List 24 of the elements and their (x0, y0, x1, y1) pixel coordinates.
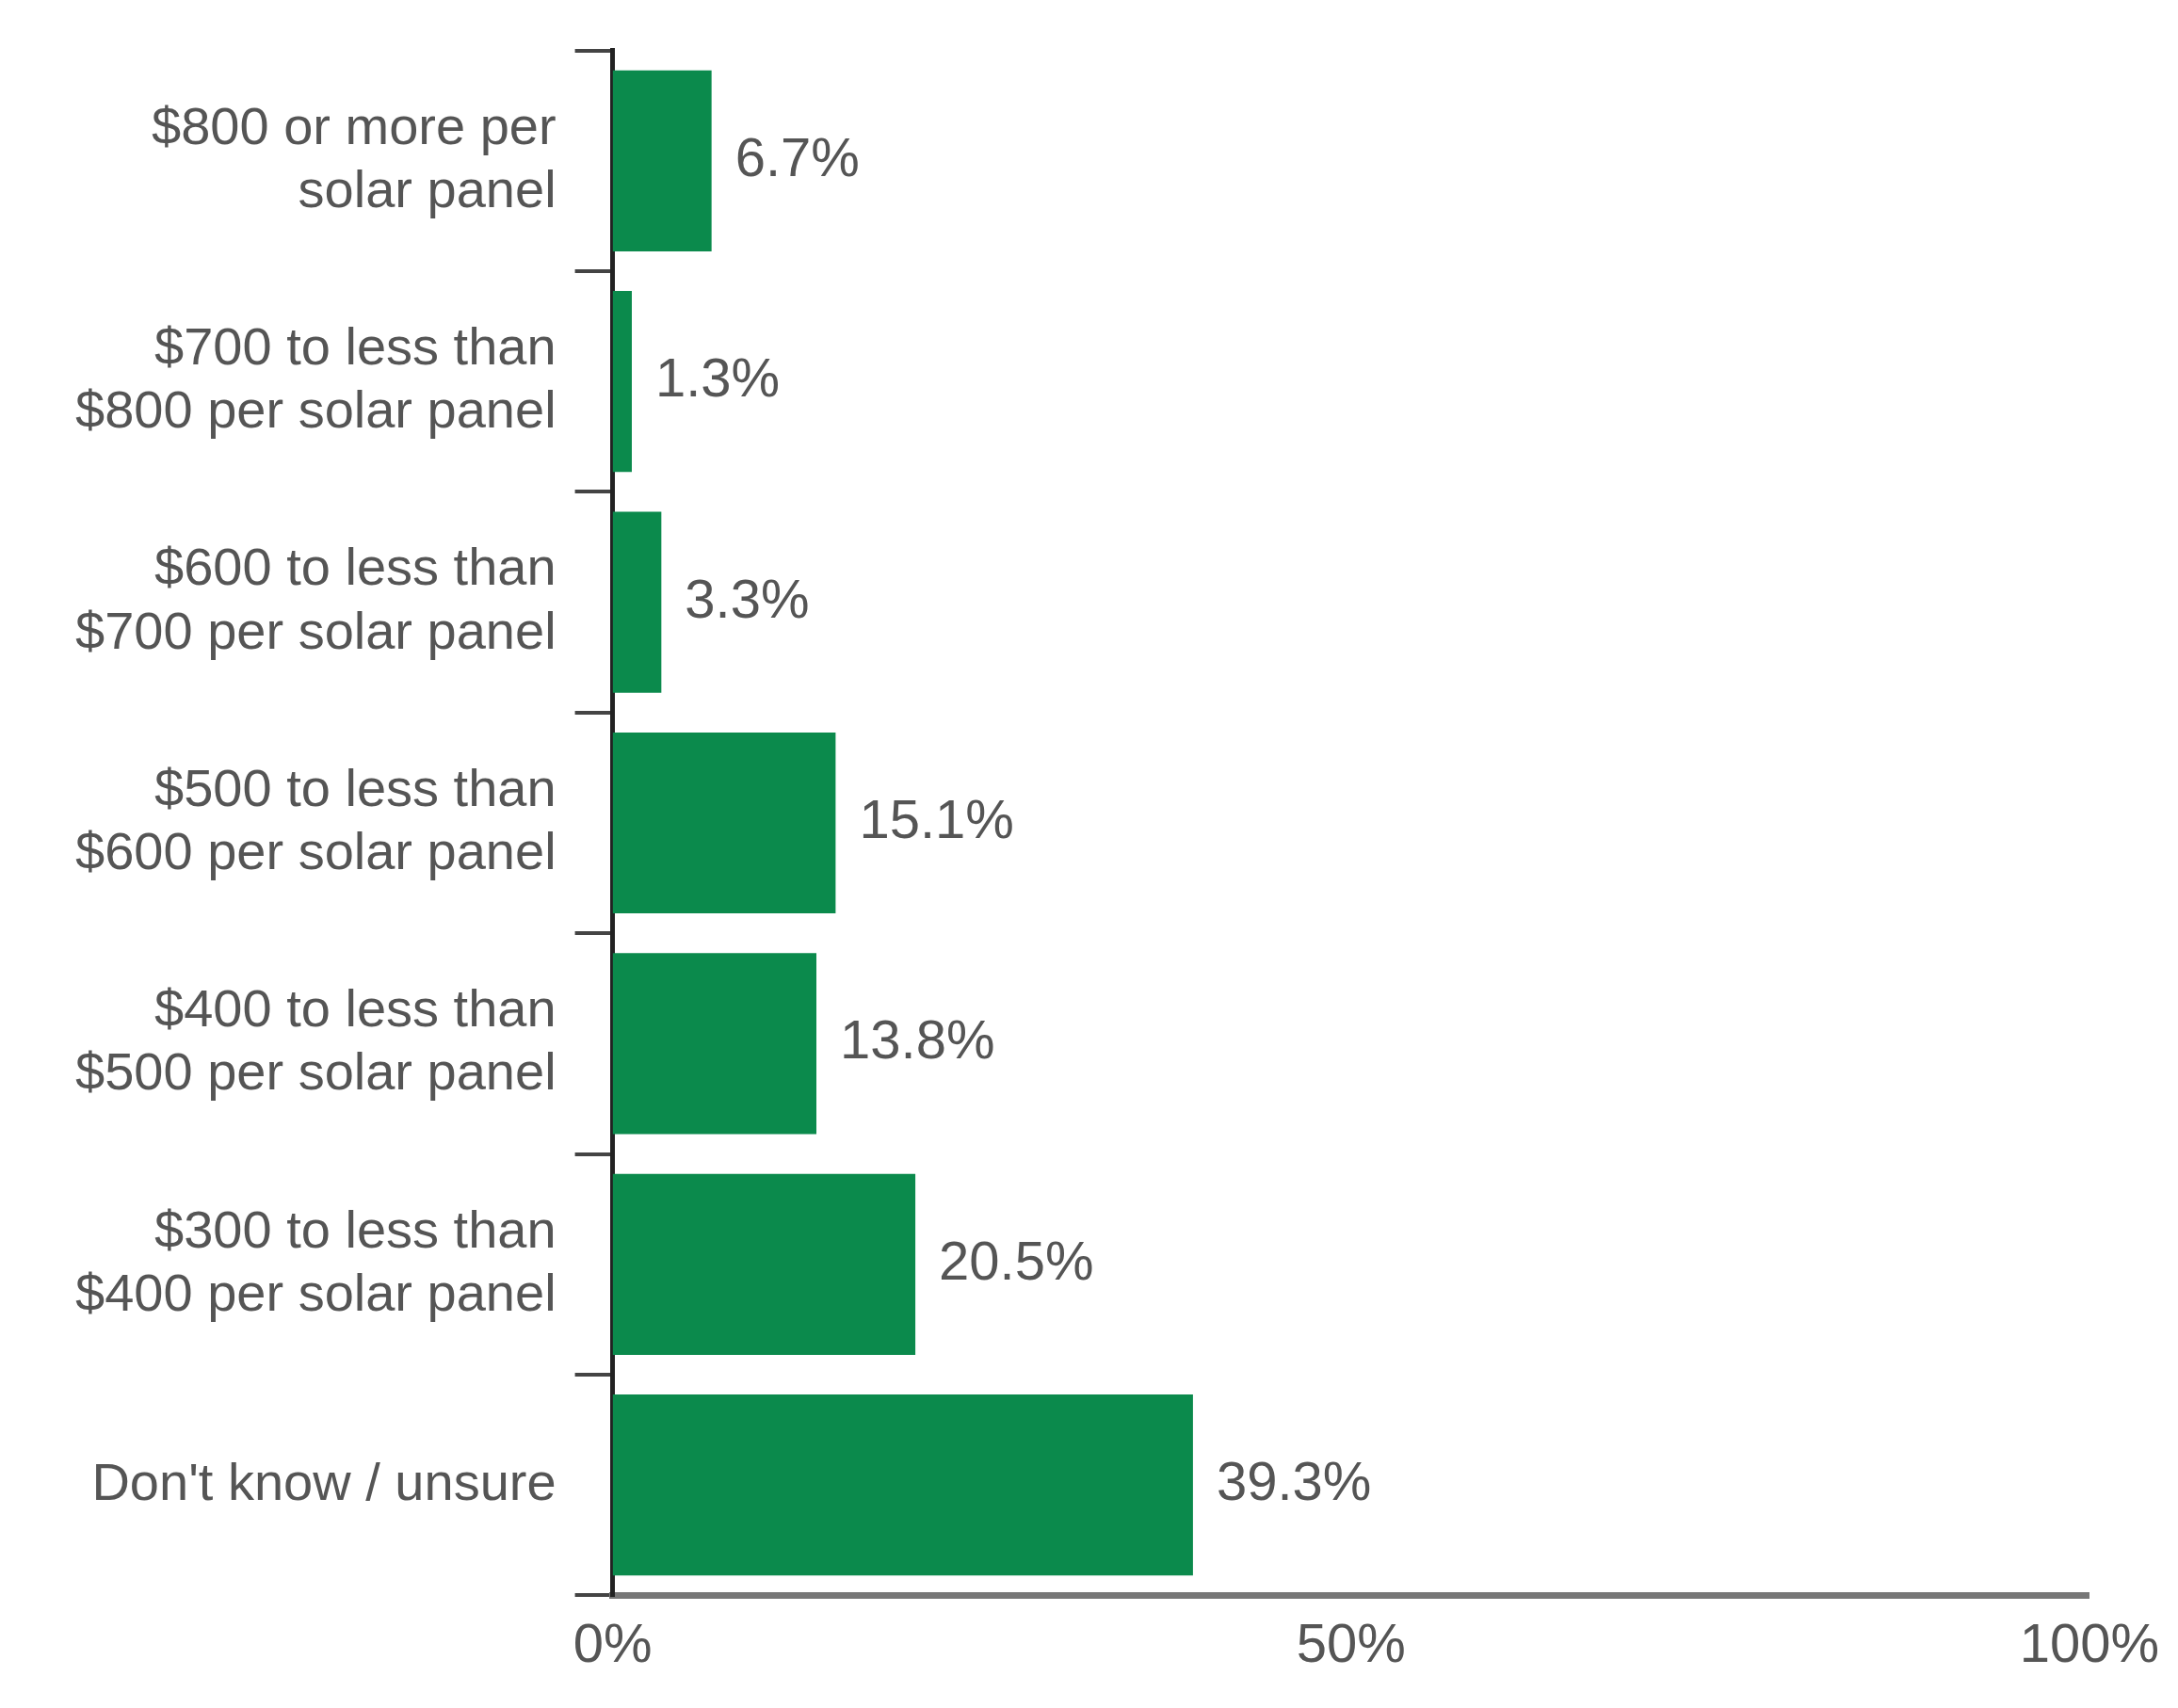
y-tick-label: $600 to less than $700 per solar panel (75, 537, 557, 660)
y-tick-label: $400 to less than $500 per solar panel (75, 978, 557, 1102)
bar (612, 732, 836, 914)
bar (612, 291, 632, 473)
data-label: 13.8% (840, 1008, 995, 1071)
data-label: 6.7% (734, 125, 860, 187)
data-label: 1.3% (654, 346, 781, 409)
y-tick-label: Don't know / unsure (91, 1451, 557, 1511)
data-label: 3.3% (685, 567, 810, 629)
x-tick-label: 100% (2019, 1612, 2159, 1674)
bar (612, 511, 662, 693)
bar (612, 1394, 1193, 1576)
y-tick-label: $700 to less than $800 per solar panel (75, 316, 557, 440)
data-label: 20.5% (939, 1229, 1094, 1291)
x-tick-label: 0% (573, 1612, 653, 1674)
bar (612, 70, 712, 251)
y-tick-label: $300 to less than $400 per solar panel (75, 1199, 557, 1322)
data-label: 39.3% (1216, 1450, 1372, 1512)
y-tick-label: $500 to less than $600 per solar panel (75, 757, 557, 881)
data-label: 15.1% (859, 788, 1014, 849)
bar (612, 953, 817, 1135)
bar (612, 1173, 916, 1355)
x-tick-label: 50% (1296, 1612, 1406, 1674)
y-tick-label: $800 or more per solar panel (152, 95, 557, 218)
